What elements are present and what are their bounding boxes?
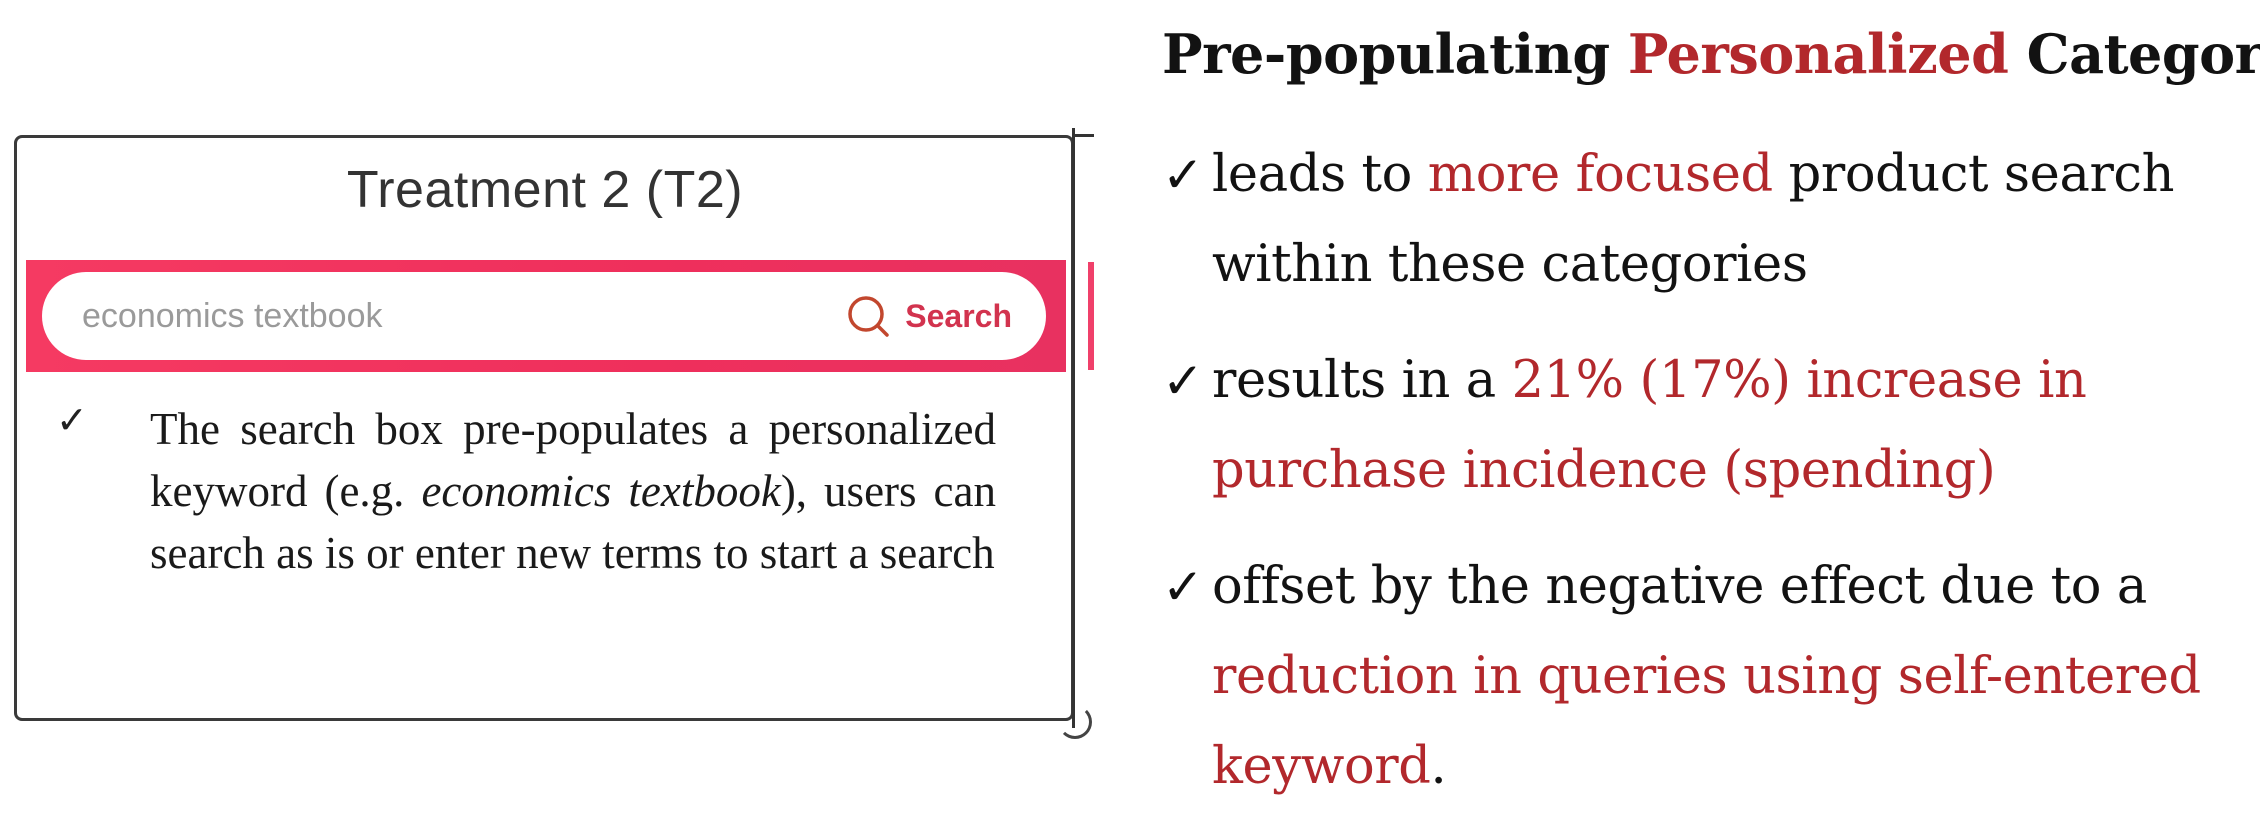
bullet-text-highlight: reduction in queries using self-entered … [1212, 647, 2201, 796]
search-button[interactable]: Search [845, 284, 1012, 348]
bullet-item: ✓ offset by the negative effect due to a… [1162, 542, 2252, 812]
bullet-text-plain: . [1430, 737, 1447, 796]
bullet-text: results in a 21% (17%) increase in purch… [1212, 336, 2252, 516]
bullet-item: ✓ leads to more focused product search w… [1162, 130, 2252, 310]
description-italic-keyword: economics textbook [421, 466, 781, 516]
treatment-panel [14, 135, 1074, 721]
search-box: Search [42, 272, 1046, 360]
bullet-text-plain: leads to [1212, 145, 1428, 204]
treatment-title: Treatment 2 (T2) [346, 161, 744, 219]
bullet-text: offset by the negative effect due to a r… [1212, 542, 2252, 812]
treatment-description: The search box pre-populates a personali… [150, 398, 996, 584]
panel-right-border [1072, 128, 1075, 728]
description-text-1: The search box pre-populates a personali… [150, 404, 996, 516]
slide-heading: Pre-populating Personalized Category: [1162, 22, 2260, 86]
check-icon: ✓ [56, 398, 88, 442]
bullet-text-highlight: 21% (17%) increase in purchase incidence… [1212, 351, 2087, 500]
heading-text-before: Pre-populating [1162, 22, 1628, 86]
search-bar-band-edge [1088, 262, 1094, 370]
bullet-text-plain: results in a [1212, 351, 1512, 410]
check-icon: ✓ [1162, 558, 1204, 616]
search-input[interactable] [82, 290, 782, 342]
search-button-label: Search [905, 297, 1012, 334]
search-icon [845, 293, 891, 339]
bullet-item: ✓ results in a 21% (17%) increase in pur… [1162, 336, 2252, 516]
bullet-text: leads to more focused product search wit… [1212, 130, 2252, 310]
heading-text-after: Category: [2026, 22, 2260, 86]
corner-handle [1058, 705, 1092, 739]
heading-highlight: Personalized [1627, 22, 2009, 86]
check-icon: ✓ [1162, 146, 1204, 204]
bullet-text-highlight: more focused [1427, 145, 1773, 204]
bullet-text-plain: offset by the negative effect due to a [1212, 557, 2147, 616]
bullet-text-plain: product search within these categories [1212, 145, 2175, 294]
description-text-2: ), users can search as is or enter new t… [150, 466, 996, 578]
panel-top-stub [1072, 134, 1094, 137]
check-icon: ✓ [1162, 352, 1204, 410]
